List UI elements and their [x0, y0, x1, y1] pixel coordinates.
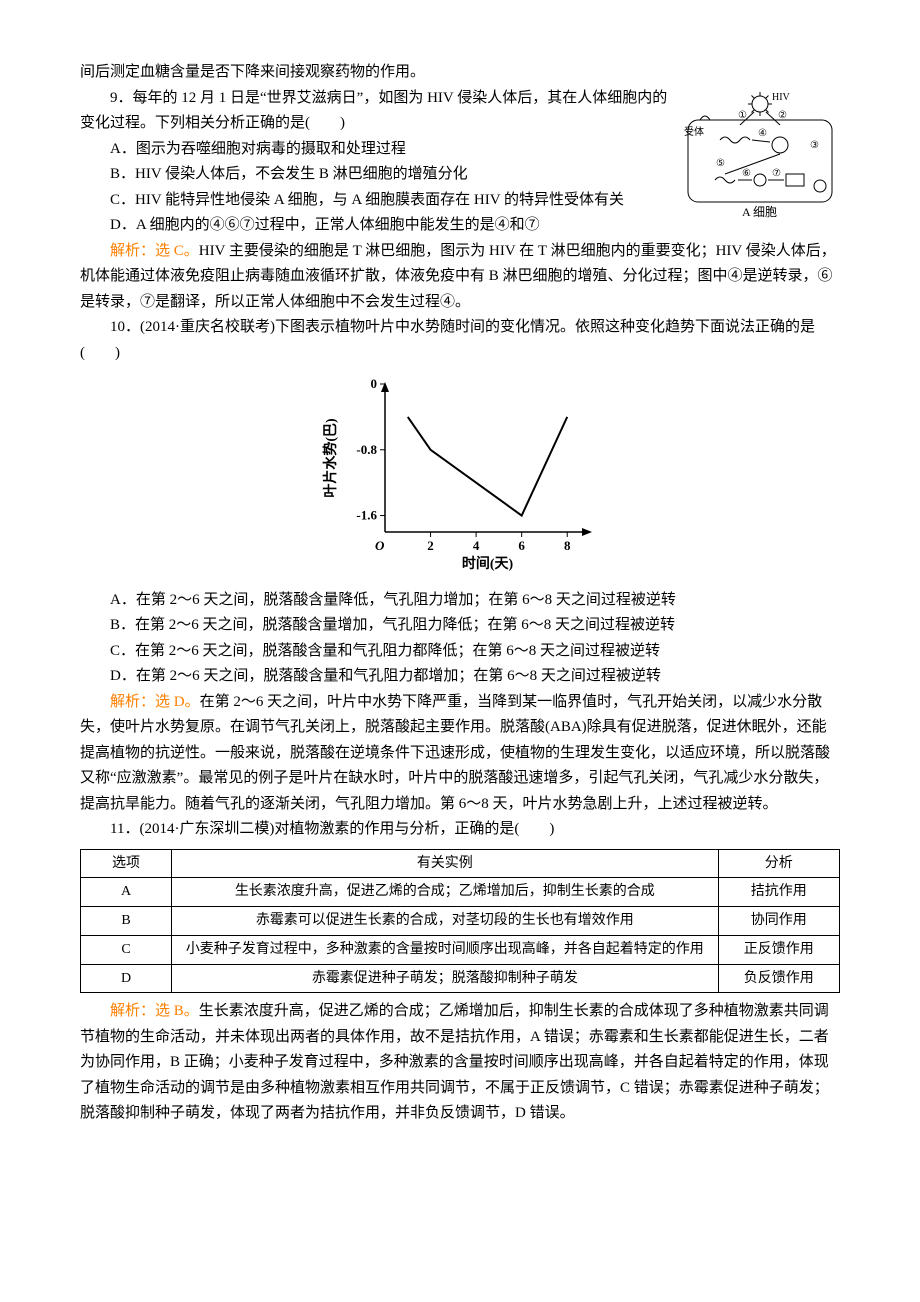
- q10-answer: 解析：选 D。在第 2～6 天之间，叶片中水势下降严重，当降到某一临界值时，气孔…: [80, 690, 840, 818]
- table-cell: 赤霉素可以促进生长素的合成，对茎切段的生长也有增效作用: [172, 907, 718, 936]
- table-header-cell: 分析: [718, 849, 839, 878]
- svg-text:时间(天): 时间(天): [462, 555, 514, 572]
- table-cell: 负反馈作用: [718, 964, 839, 993]
- q10-option-c: C．在第 2～6 天之间，脱落酸含量和气孔阻力都降低；在第 6～8 天之间过程被…: [80, 639, 840, 665]
- svg-text:④: ④: [758, 128, 767, 139]
- q10-stem: 10．(2014·重庆名校联考)下图表示植物叶片中水势随时间的变化情况。依照这种…: [80, 315, 840, 366]
- svg-text:0: 0: [371, 376, 378, 391]
- table-cell: 协同作用: [718, 907, 839, 936]
- table-cell: C: [81, 935, 172, 964]
- svg-text:8: 8: [564, 538, 571, 553]
- q11-stem: 11．(2014·广东深圳二模)对植物激素的作用与分析，正确的是( ): [80, 817, 840, 843]
- leaf-water-potential-chart: 0 -0.8 -1.6 2 4 6 8 O 时间(天) 叶片水势(巴): [315, 372, 605, 572]
- table-cell: 赤霉素促进种子萌发；脱落酸抑制种子萌发: [172, 964, 718, 993]
- q10-option-a: A．在第 2～6 天之间，脱落酸含量降低，气孔阻力增加；在第 6～8 天之间过程…: [80, 588, 840, 614]
- table-cell: 小麦种子发育过程中，多种激素的含量按时间顺序出现高峰，并各自起着特定的作用: [172, 935, 718, 964]
- svg-text:A 细胞: A 细胞: [742, 205, 777, 219]
- q9-answer: 解析：选 C。HIV 主要侵染的细胞是 T 淋巴细胞，图示为 HIV 在 T 淋…: [80, 239, 840, 316]
- svg-text:③: ③: [810, 140, 819, 151]
- svg-text:受体: 受体: [684, 126, 704, 138]
- svg-text:HIV: HIV: [772, 92, 791, 103]
- q10-option-b: B．在第 2～6 天之间，脱落酸含量增加，气孔阻力降低；在第 6～8 天之间过程…: [80, 613, 840, 639]
- svg-text:②: ②: [778, 110, 787, 121]
- svg-text:6: 6: [518, 538, 525, 553]
- table-cell: 生长素浓度升高，促进乙烯的合成；乙烯增加后，抑制生长素的合成: [172, 878, 718, 907]
- table-cell: 正反馈作用: [718, 935, 839, 964]
- svg-text:-1.6: -1.6: [356, 508, 377, 523]
- table-cell: D: [81, 964, 172, 993]
- table-cell: B: [81, 907, 172, 936]
- q10-option-d: D．在第 2～6 天之间，脱落酸含量和气孔阻力都增加；在第 6～8 天之间过程被…: [80, 664, 840, 690]
- svg-text:O: O: [375, 538, 385, 553]
- q11-answer: 解析：选 B。生长素浓度升高，促进乙烯的合成；乙烯增加后，抑制生长素的合成体现了…: [80, 999, 840, 1127]
- q9-block: HIV受体①②④③⑥⑦⑤A 细胞 9．每年的 12 月 1 日是“世界艾滋病日”…: [80, 86, 840, 239]
- q11-options-table: 选项有关实例分析A生长素浓度升高，促进乙烯的合成；乙烯增加后，抑制生长素的合成拮…: [80, 849, 840, 994]
- lead-text: 间后测定血糖含量是否下降来间接观察药物的作用。: [80, 60, 840, 86]
- q11-table-wrap: 选项有关实例分析A生长素浓度升高，促进乙烯的合成；乙烯增加后，抑制生长素的合成拮…: [80, 849, 840, 994]
- table-cell: A: [81, 878, 172, 907]
- table-header-cell: 有关实例: [172, 849, 718, 878]
- table-header-cell: 选项: [81, 849, 172, 878]
- table-row: C小麦种子发育过程中，多种激素的含量按时间顺序出现高峰，并各自起着特定的作用正反…: [81, 935, 840, 964]
- table-row: D赤霉素促进种子萌发；脱落酸抑制种子萌发负反馈作用: [81, 964, 840, 993]
- svg-text:2: 2: [427, 538, 434, 553]
- hiv-diagram: HIV受体①②④③⑥⑦⑤A 细胞: [680, 90, 840, 220]
- svg-text:-0.8: -0.8: [356, 442, 377, 457]
- table-cell: 拮抗作用: [718, 878, 839, 907]
- svg-text:4: 4: [473, 538, 480, 553]
- svg-text:⑤: ⑤: [716, 158, 725, 169]
- svg-text:叶片水势(巴): 叶片水势(巴): [322, 418, 339, 498]
- q10-chart-wrap: 0 -0.8 -1.6 2 4 6 8 O 时间(天) 叶片水势(巴): [80, 372, 840, 582]
- svg-text:⑥: ⑥: [742, 168, 751, 179]
- table-row: B赤霉素可以促进生长素的合成，对茎切段的生长也有增效作用协同作用: [81, 907, 840, 936]
- svg-text:⑦: ⑦: [772, 168, 781, 179]
- table-row: A生长素浓度升高，促进乙烯的合成；乙烯增加后，抑制生长素的合成拮抗作用: [81, 878, 840, 907]
- q9-figure: HIV受体①②④③⑥⑦⑤A 细胞: [680, 90, 840, 230]
